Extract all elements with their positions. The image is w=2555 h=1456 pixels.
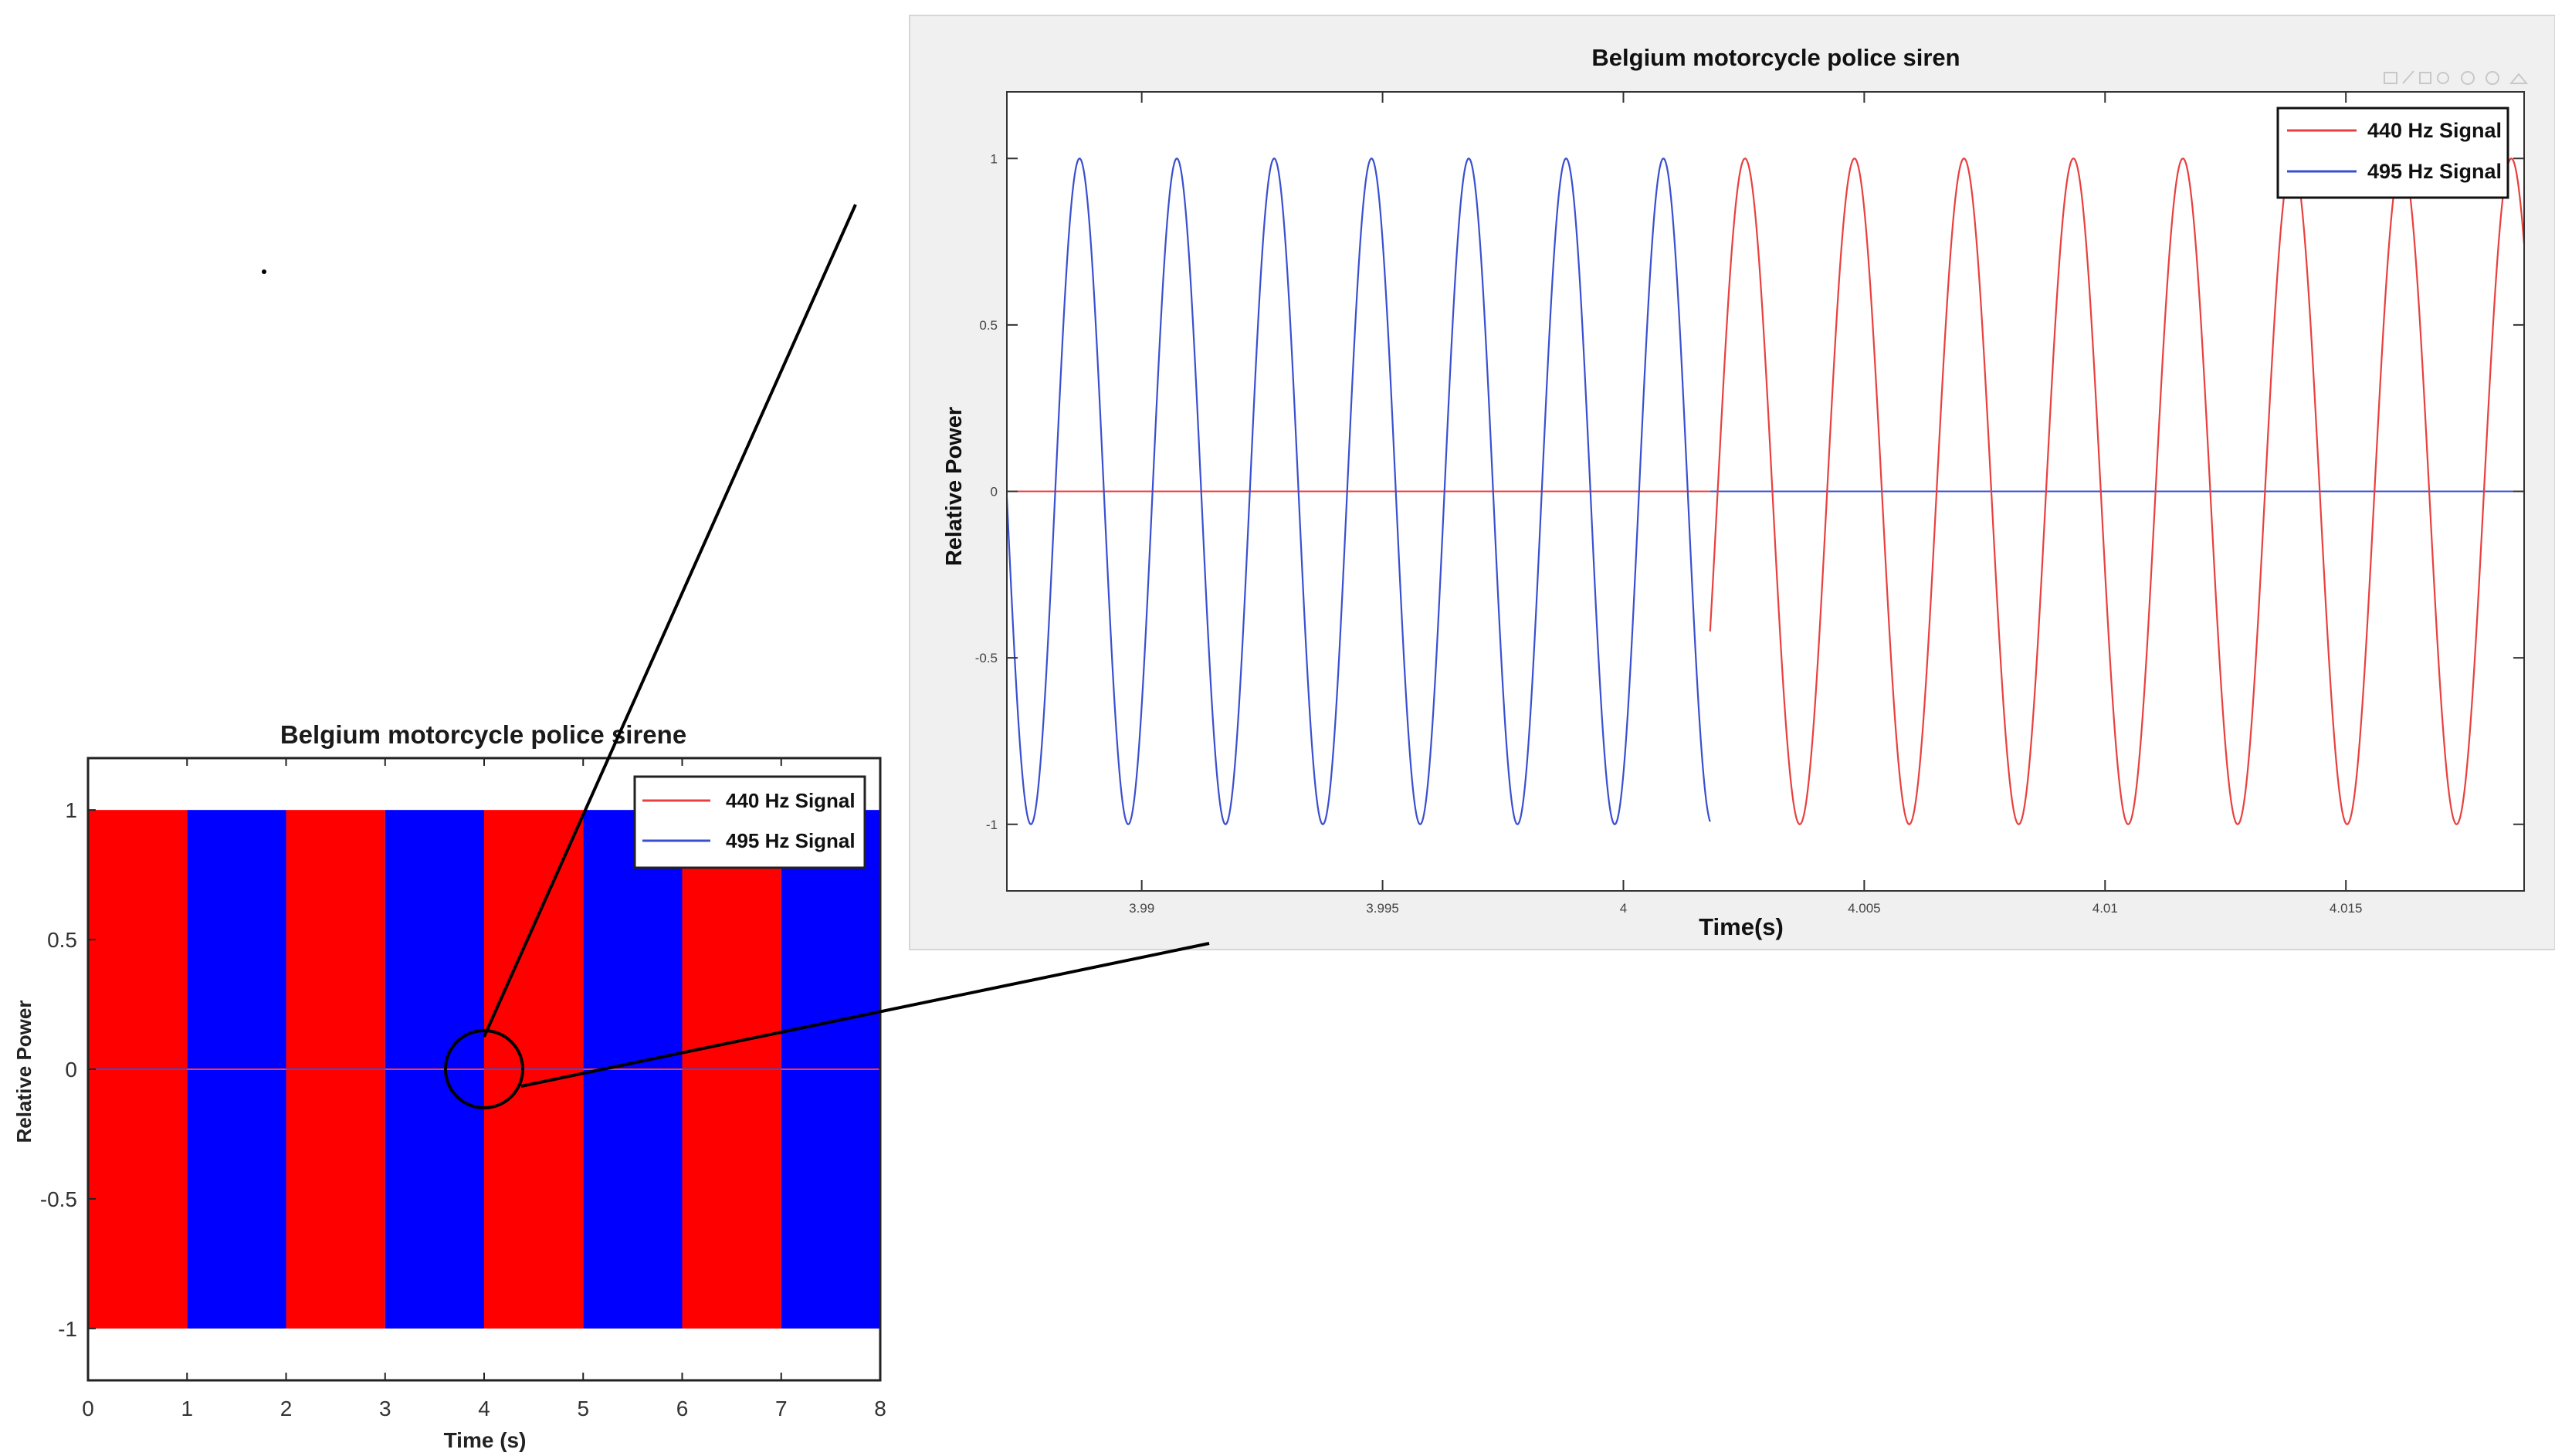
zoom-title: Belgium motorcycle police siren	[1591, 44, 1960, 71]
zoom-series-495	[1005, 157, 1711, 826]
overview-x-tick-label: 7	[775, 1397, 788, 1420]
overview-x-tick-label: 8	[874, 1397, 886, 1420]
overview-zoom-marker-circle	[444, 1029, 524, 1109]
overview-y-tick-label: -0.5	[40, 1187, 77, 1211]
overview-x-tick-label: 6	[676, 1397, 689, 1420]
zoom-y-tick-label: 0	[991, 485, 998, 499]
zoom-chart: Belgium motorcycle police siren 1 0.5 0 -0.…	[909, 15, 2555, 950]
overview-chart: Belgium motorcycle police sirene 1 0.5 0 -0…	[12, 720, 886, 1452]
zoom-y-tick-label: 1	[991, 151, 998, 166]
zoom-series-lines	[1005, 157, 2526, 826]
connector-line-upper	[483, 204, 857, 1038]
overview-y-tick-label: 0.5	[47, 928, 77, 952]
pan-icon[interactable]	[2437, 72, 2449, 84]
edit-plot-icon[interactable]	[2384, 72, 2397, 84]
zoom-x-tick-label: 4.005	[1848, 901, 1881, 916]
zoom-y-axis-label: Relative Power	[942, 407, 967, 566]
zoom-y-ticks: 1 0.5 0 -0.5 -1	[975, 151, 2524, 832]
zoom-x-tick-label: 4.015	[2330, 901, 2363, 916]
overview-x-tick-label: 5	[577, 1397, 589, 1420]
overview-legend-label-495: 495 Hz Signal	[726, 829, 856, 852]
connector-line-lower	[520, 942, 1210, 1088]
zoom-x-ticks: 3.99 3.995 4 4.005 4.01 4.015	[1129, 92, 2362, 916]
zoom-legend-label-495: 495 Hz Signal	[2367, 160, 2502, 183]
overview-y-axis-label: Relative Power	[12, 1001, 36, 1143]
zoom-in-icon[interactable]	[2461, 71, 2475, 85]
overview-x-tick-label: 2	[280, 1397, 293, 1420]
overview-y-tick-label: -1	[58, 1317, 77, 1341]
overview-y-tick-label: 1	[65, 798, 77, 822]
zoom-x-tick-label: 3.99	[1129, 901, 1154, 916]
overview-y-tick-label: 0	[65, 1058, 77, 1082]
zoom-out-icon[interactable]	[2486, 71, 2499, 85]
overview-x-tick-label: 1	[181, 1397, 193, 1420]
stray-dot	[262, 269, 266, 274]
zoom-legend-label-440: 440 Hz Signal	[2367, 119, 2502, 142]
overview-x-ticks: 0 1 2 3 4 5 6 7 8	[82, 758, 886, 1420]
zoom-x-tick-label: 4.01	[2092, 901, 2118, 916]
brush-icon[interactable]	[2402, 70, 2414, 84]
overview-x-tick-label: 0	[82, 1397, 94, 1420]
overview-title: Belgium motorcycle police sirene	[280, 720, 686, 749]
data-cursor-icon[interactable]	[2419, 72, 2431, 84]
zoom-x-axis-label: Time(s)	[1699, 913, 1784, 940]
zoom-series-440	[1709, 157, 2526, 825]
overview-legend-box	[633, 775, 866, 869]
zoom-connector-lines	[483, 204, 1210, 1088]
overview-x-tick-label: 4	[478, 1397, 490, 1420]
overview-legend: 440 Hz Signal 495 Hz Signal	[633, 775, 866, 869]
zoom-legend: 440 Hz Signal 495 Hz Signal	[2276, 107, 2509, 199]
zoom-y-tick-label: -0.5	[975, 651, 998, 665]
home-icon[interactable]	[2509, 73, 2529, 84]
zoom-y-tick-label: 0.5	[979, 318, 998, 333]
zoom-x-tick-label: 3.995	[1366, 901, 1399, 916]
overview-x-axis-label: Time (s)	[444, 1428, 527, 1452]
zoom-y-tick-label: -1	[986, 818, 998, 832]
zoom-x-tick-label: 4	[1620, 901, 1627, 916]
overview-legend-label-440: 440 Hz Signal	[726, 789, 856, 812]
zoom-legend-box	[2276, 107, 2509, 199]
overview-x-tick-label: 3	[379, 1397, 391, 1420]
overview-y-ticks: 1 0.5 0 -0.5 -1	[40, 798, 96, 1341]
zoom-figure-toolbar	[2384, 70, 2529, 85]
